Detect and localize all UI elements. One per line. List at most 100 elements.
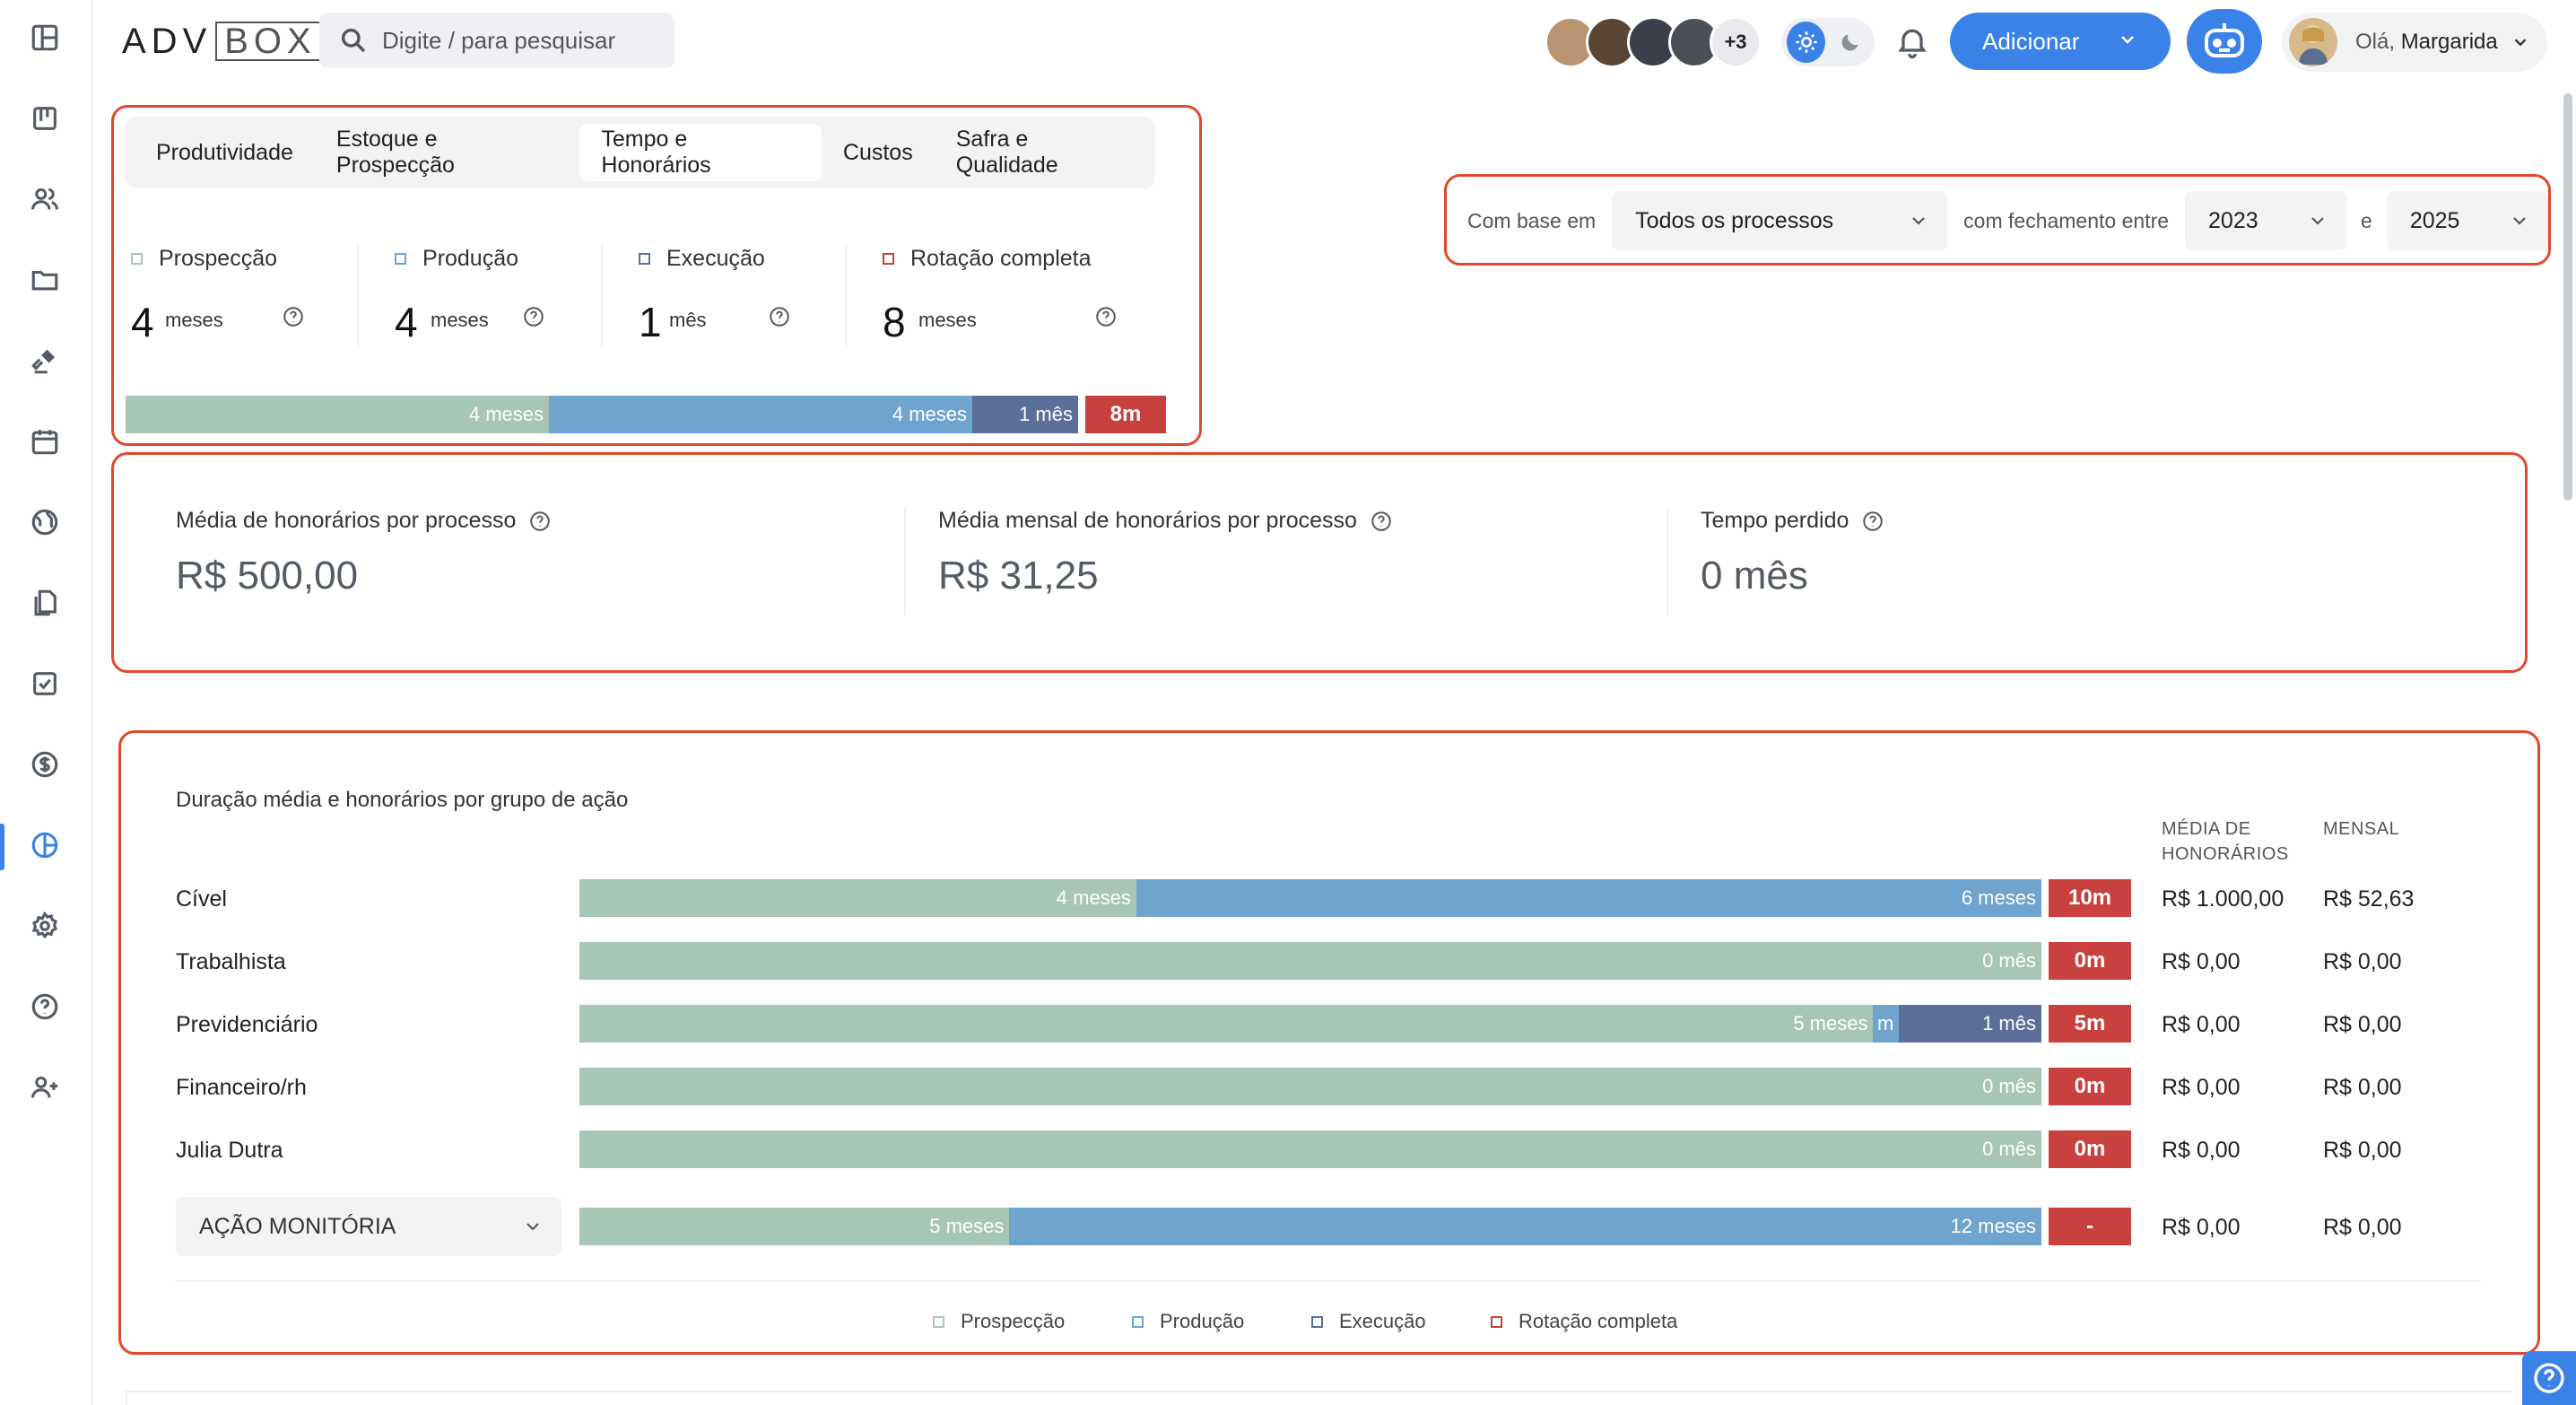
metric-value: R$ 500,00 xyxy=(176,554,359,598)
table-row-total-badge: 0m xyxy=(2049,942,2131,980)
bar-segment: 1 mês xyxy=(972,396,1078,433)
globe-icon[interactable] xyxy=(27,504,63,540)
action-type-select[interactable]: AÇÃO MONITÓRIA xyxy=(176,1197,561,1256)
stat-value: 4 xyxy=(131,299,154,345)
gavel-icon[interactable] xyxy=(27,343,63,379)
highlight-table xyxy=(118,730,2540,1355)
metric-lost-time: Tempo perdido 0 mês xyxy=(1701,508,1884,598)
table-row-monthly: R$ 0,00 xyxy=(2323,1012,2402,1037)
year-from-select[interactable]: 2023 xyxy=(2185,191,2347,250)
search-icon xyxy=(341,28,366,53)
stat-unit: meses xyxy=(165,309,223,331)
chevron-down-icon xyxy=(2514,39,2527,47)
metric-monthly-avg-fees: Média mensal de honorários por processo … xyxy=(938,508,1393,598)
legend-square xyxy=(933,1315,944,1328)
search-input[interactable] xyxy=(382,26,651,55)
folder-icon[interactable] xyxy=(27,262,63,298)
table-row-fee: R$ 0,00 xyxy=(2162,1215,2241,1240)
filter-and-label: e xyxy=(2361,208,2372,232)
stat-execucao: Execução 1 mês xyxy=(639,246,789,345)
sidebar xyxy=(0,0,93,1405)
help-icon[interactable] xyxy=(1861,510,1884,533)
add-button-label: Adicionar xyxy=(1982,27,2080,55)
help-icon[interactable] xyxy=(27,989,63,1025)
tab-estoque-prospeccao[interactable]: Estoque e Prospecção xyxy=(335,127,455,178)
dashboard-icon[interactable] xyxy=(27,20,63,56)
tab-produtividade[interactable]: Produtividade xyxy=(156,139,293,165)
table-row-label: Previdenciário xyxy=(176,1012,318,1037)
help-icon[interactable] xyxy=(528,510,552,533)
add-button[interactable]: Adicionar xyxy=(1950,13,2171,70)
kanban-icon[interactable] xyxy=(27,100,63,136)
scrollbar[interactable] xyxy=(2563,93,2572,501)
tab-tempo-honorarios[interactable]: Tempo e Honorários xyxy=(579,124,822,181)
avatars-more-count[interactable]: +3 xyxy=(1710,16,1762,68)
pie-chart-icon[interactable] xyxy=(27,827,63,863)
assistant-bot-button[interactable] xyxy=(2187,9,2262,74)
documents-icon[interactable] xyxy=(27,585,63,621)
filter-based-on-label: Com base em xyxy=(1467,208,1597,232)
legend-producao: Produção xyxy=(1132,1310,1244,1333)
bar-segment: 12 meses xyxy=(1009,1208,2041,1245)
search-box[interactable] xyxy=(319,13,674,68)
summary-duration-bar: 4 meses 4 meses 1 mês xyxy=(126,396,1078,433)
checkbox-icon[interactable] xyxy=(27,666,63,702)
table-row-monthly: R$ 0,00 xyxy=(2323,1215,2402,1240)
table-row-total-badge: - xyxy=(2049,1208,2131,1245)
table-row-label: Financeiro/rh xyxy=(176,1075,307,1100)
tab-safra-qualidade[interactable]: Safra e Qualidade xyxy=(955,127,1058,178)
gear-icon[interactable] xyxy=(27,908,63,944)
bar-segment: 4 meses xyxy=(126,396,549,433)
app-logo[interactable]: ADV BOX xyxy=(122,22,326,61)
table-row-duration-bar: 0 mês xyxy=(579,1130,2041,1168)
dollar-icon[interactable] xyxy=(27,746,63,782)
stat-rotacao-completa: Rotação completa 8 meses xyxy=(883,246,1116,345)
help-icon[interactable] xyxy=(282,305,305,328)
calendar-icon[interactable] xyxy=(27,423,63,459)
stat-value: 8 xyxy=(883,299,906,345)
bar-segment: 0 mês xyxy=(579,942,2041,980)
divider xyxy=(357,244,359,346)
user-menu[interactable]: Olá, Margarida xyxy=(2282,13,2547,72)
tab-custos[interactable]: Custos xyxy=(842,139,913,165)
bar-segment: 1 m xyxy=(1873,1005,1900,1043)
users-icon[interactable] xyxy=(27,181,63,217)
bar-segment: 0 mês xyxy=(579,1068,2041,1105)
help-icon[interactable] xyxy=(768,305,791,328)
filter-closing-label: com fechamento entre xyxy=(1963,208,2170,232)
legend-rotacao-completa: Rotação completa xyxy=(1491,1310,1677,1333)
divider xyxy=(601,244,603,346)
legend-prospeccao: Prospecção xyxy=(933,1310,1065,1333)
sun-icon[interactable] xyxy=(1787,22,1825,63)
table-row-duration-bar: 4 meses 6 meses xyxy=(579,879,2041,917)
theme-toggle[interactable] xyxy=(1781,18,1875,66)
table-row-fee: R$ 1.000,00 xyxy=(2162,886,2284,912)
help-floating-button[interactable] xyxy=(2522,1351,2576,1405)
highlight-filter xyxy=(1444,174,2551,266)
stat-unit: meses xyxy=(431,309,489,331)
table-row-label: Trabalhista xyxy=(176,949,286,974)
team-avatars[interactable]: +3 xyxy=(1545,16,1762,68)
bar-segment: 6 meses xyxy=(1136,879,2041,917)
table-row-fee: R$ 0,00 xyxy=(2162,1075,2241,1100)
help-icon[interactable] xyxy=(1094,305,1118,328)
legend-square xyxy=(639,253,650,265)
legend-square xyxy=(395,253,406,265)
user-name: Margarida xyxy=(2400,30,2498,54)
bar-segment: 5 meses xyxy=(579,1208,1010,1245)
process-select[interactable]: Todos os processos xyxy=(1612,191,1948,250)
column-header-fees: MÉDIA DE HONORÁRIOS xyxy=(2162,819,2289,864)
metric-value: R$ 31,25 xyxy=(938,554,1099,598)
year-to-select[interactable]: 2025 xyxy=(2386,191,2548,250)
bell-icon[interactable] xyxy=(1894,23,1930,59)
add-user-icon[interactable] xyxy=(27,1069,63,1105)
help-icon[interactable] xyxy=(522,305,545,328)
moon-icon[interactable] xyxy=(1831,22,1869,63)
help-icon[interactable] xyxy=(1370,510,1393,533)
table-row-monthly: R$ 0,00 xyxy=(2323,949,2402,974)
bar-segment: 4 meses xyxy=(579,879,1136,917)
metric-value: 0 mês xyxy=(1701,554,1808,598)
stat-producao: Produção 4 meses xyxy=(395,246,544,345)
bar-segment: 4 meses xyxy=(549,396,972,433)
